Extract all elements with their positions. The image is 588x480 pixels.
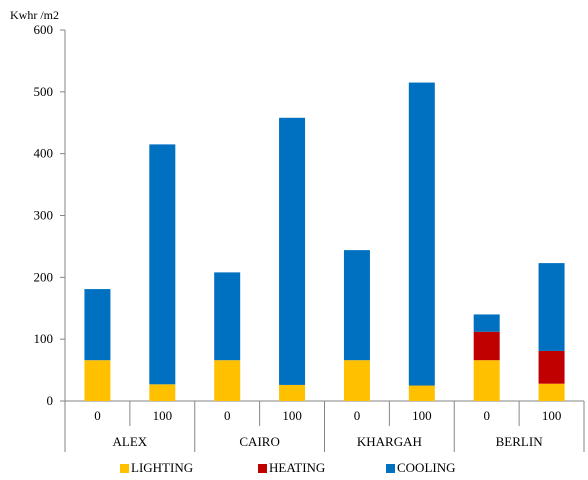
bar-lighting — [214, 360, 241, 401]
bar-cooling — [214, 272, 241, 361]
bar-cooling — [279, 117, 306, 385]
bar-lighting — [473, 360, 500, 401]
legend-label-lighting: LIGHTING — [131, 460, 194, 475]
y-tick-label: 100 — [34, 331, 54, 346]
x-category-label: 100 — [282, 408, 302, 423]
x-category-label: 100 — [153, 408, 173, 423]
legend-swatch-lighting — [120, 464, 129, 473]
x-group-label: BERLIN — [496, 434, 544, 449]
bar-cooling — [408, 82, 435, 386]
bar-lighting — [279, 384, 306, 401]
x-category-label: 100 — [412, 408, 432, 423]
x-group-label: ALEX — [113, 434, 148, 449]
x-group-label: CAIRO — [239, 434, 279, 449]
bar-lighting — [343, 360, 370, 401]
bar-cooling — [149, 144, 176, 385]
bar-lighting — [149, 384, 176, 401]
y-tick-label: 200 — [34, 269, 54, 284]
bar-lighting — [408, 385, 435, 401]
stacked-bar-chart: 0 100 200 300 400 500 600 0 100 0 100 0 100 0 100 ALEX C… — [34, 22, 585, 452]
legend-swatch-heating — [258, 464, 267, 473]
y-tick-label: 0 — [47, 393, 54, 408]
legend-label-cooling: COOLING — [397, 460, 456, 475]
legend-swatch-cooling — [386, 464, 395, 473]
legend-item-heating: HEATING — [258, 460, 325, 476]
y-tick-label: 300 — [34, 208, 54, 223]
x-category-label: 0 — [224, 408, 231, 423]
bar-lighting — [538, 383, 565, 401]
legend-item-cooling: COOLING — [386, 460, 456, 476]
bar-lighting — [84, 360, 111, 401]
x-category-label: 0 — [354, 408, 361, 423]
bar-cooling — [84, 289, 111, 361]
bar-cooling — [343, 250, 370, 361]
bar-cooling — [473, 314, 500, 332]
bar-heating — [538, 350, 565, 384]
y-tick-label: 500 — [34, 84, 54, 99]
x-category-label: 100 — [542, 408, 562, 423]
legend-item-lighting: LIGHTING — [120, 460, 193, 476]
y-tick-label: 600 — [34, 22, 54, 37]
x-category-label: 0 — [483, 408, 490, 423]
bar-cooling — [538, 263, 565, 351]
bar-heating — [473, 331, 500, 361]
x-category-label: 0 — [94, 408, 101, 423]
y-axis-label: Kwhr /m2 — [10, 8, 59, 22]
legend: LIGHTING HEATING COOLING — [0, 460, 588, 480]
legend-label-heating: HEATING — [269, 460, 326, 475]
x-group-label: KHARGAH — [357, 434, 422, 449]
y-tick-label: 400 — [34, 146, 54, 161]
